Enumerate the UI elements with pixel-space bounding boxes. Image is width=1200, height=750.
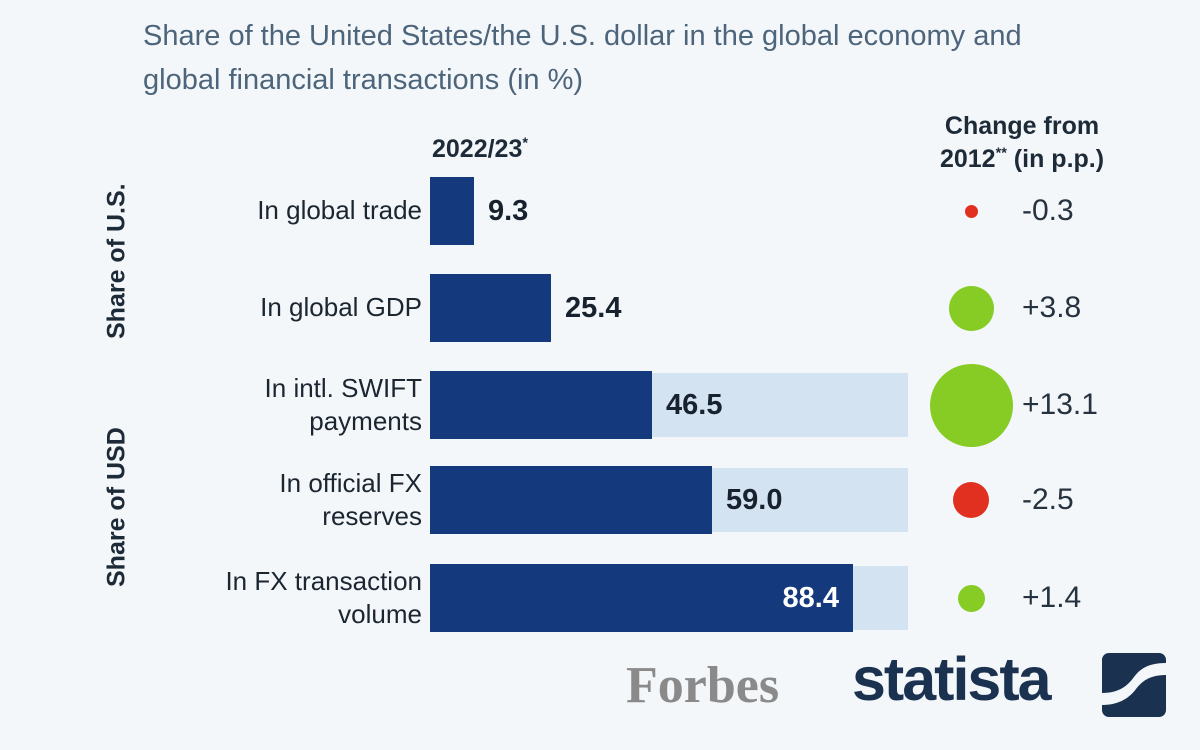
- change-dot-zone: [928, 466, 1014, 534]
- year-text: 2022/23: [432, 135, 523, 163]
- bar-zone: 9.3: [430, 177, 908, 245]
- value-label: 59.0: [726, 483, 783, 516]
- chart-row-global-gdp: In global GDP 25.4 +3.8: [0, 274, 1200, 342]
- category-label: In global trade: [110, 177, 422, 245]
- footnote-marker: *: [522, 135, 529, 152]
- category-label: In official FX reserves: [110, 466, 422, 534]
- change-label: -0.3: [1022, 194, 1074, 227]
- change-dot: [953, 482, 989, 518]
- change-dot-zone: [928, 363, 1014, 447]
- value-label: 9.3: [488, 194, 529, 227]
- change-header-line1: Change from: [944, 112, 1100, 140]
- bar: [430, 466, 712, 534]
- change-dot-zone: [928, 177, 1014, 245]
- change-dot-zone: [928, 274, 1014, 342]
- change-label: +13.1: [1022, 388, 1098, 421]
- value-label: 88.4: [782, 581, 839, 614]
- bar: [430, 371, 652, 439]
- value-label: 25.4: [565, 291, 622, 324]
- change-label: +1.4: [1022, 581, 1082, 614]
- bar: [430, 177, 474, 245]
- change-dot-zone: [928, 564, 1014, 632]
- category-label-line2: volume: [338, 599, 422, 629]
- chart-row-swift-payments: In intl. SWIFT payments 46.5 +13.1: [0, 363, 1200, 447]
- chart-row-fx-reserves: In official FX reserves 59.0 -2.5: [0, 466, 1200, 534]
- category-label: In intl. SWIFT payments: [110, 371, 422, 439]
- change-label: -2.5: [1022, 483, 1074, 516]
- change-label: +3.8: [1022, 291, 1082, 324]
- change-unit: (in p.p.): [1006, 144, 1105, 173]
- category-label-line2: reserves: [322, 501, 422, 531]
- category-label: In FX transaction volume: [110, 564, 422, 632]
- chart-title: Share of the United States/the U.S. doll…: [143, 20, 1022, 97]
- bar-zone: 25.4: [430, 274, 908, 342]
- category-label: In global GDP: [110, 274, 422, 342]
- change-header-line2: 2012** (in p.p.): [912, 143, 1132, 176]
- category-label-line1: In official FX: [279, 467, 422, 498]
- change-dot: [948, 285, 994, 331]
- bar: [430, 564, 853, 632]
- bar: [430, 274, 551, 342]
- category-label-line2: payments: [309, 406, 422, 436]
- column-header-year: 2022/23*: [432, 135, 528, 164]
- forbes-logo: Forbes: [626, 657, 780, 714]
- bar-zone: 46.5: [430, 371, 908, 439]
- chart-row-global-trade: In global trade 9.3 -0.3: [0, 177, 1200, 245]
- category-label-line1: In global trade: [257, 195, 422, 226]
- statista-logo-icon: [1102, 653, 1166, 717]
- change-dot: [964, 204, 978, 218]
- category-label-line1: In intl. SWIFT: [264, 372, 422, 403]
- statista-logo: statista: [852, 645, 1052, 713]
- value-label: 46.5: [666, 388, 723, 421]
- column-header-change: Change from 2012** (in p.p.): [912, 110, 1132, 175]
- category-label-line1: In global GDP: [260, 292, 422, 323]
- chart-row-fx-transaction-volume: In FX transaction volume 88.4 +1.4: [0, 564, 1200, 632]
- change-dot: [929, 363, 1013, 447]
- footnote-marker-2: **: [995, 145, 1007, 162]
- change-year: 2012: [939, 144, 996, 173]
- bar-zone: 59.0: [430, 466, 908, 534]
- bar-zone: 88.4: [430, 564, 908, 632]
- change-dot: [957, 584, 985, 612]
- category-label-line1: In FX transaction: [225, 565, 422, 596]
